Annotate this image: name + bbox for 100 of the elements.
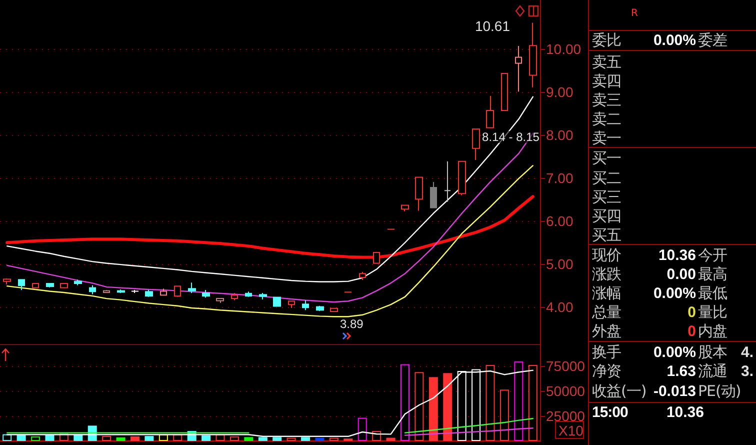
text: 卖二 — [592, 110, 621, 129]
annotation: 10.61 — [474, 18, 510, 34]
candlestick — [472, 128, 480, 161]
text: 买一 — [592, 149, 621, 168]
annotation: 3.89 — [340, 316, 364, 331]
candlestick — [18, 279, 25, 290]
candlestick — [231, 292, 238, 301]
candlestick — [529, 22, 537, 88]
text: 0 — [688, 303, 696, 322]
text: 0.00 — [666, 265, 696, 284]
bar — [286, 438, 296, 441]
text: 买三 — [592, 188, 621, 207]
text: 15:00 — [592, 403, 628, 422]
text: -0.013 — [653, 382, 696, 401]
candlestick — [60, 282, 68, 288]
candlestick — [415, 176, 423, 212]
text: 卖五 — [592, 53, 621, 72]
y-tick-label: 4.00 — [546, 299, 574, 316]
candlestick — [174, 286, 181, 298]
candlestick — [273, 296, 281, 307]
bar — [400, 364, 410, 441]
candlestick — [131, 289, 139, 294]
text: 股本 — [698, 343, 727, 362]
bar — [272, 437, 282, 441]
line-series — [6, 165, 534, 318]
line-series — [6, 370, 534, 437]
bar — [414, 372, 424, 441]
bar — [329, 438, 338, 441]
text: 0 — [688, 322, 696, 341]
text: 卖三 — [592, 91, 621, 110]
text: 内盘 — [698, 322, 727, 341]
text: 4. — [741, 343, 754, 362]
text: 总量 — [592, 303, 621, 322]
candlestick — [188, 282, 196, 294]
candlestick — [444, 160, 451, 202]
candlestick — [401, 204, 409, 212]
bar — [2, 434, 12, 441]
candlestick — [430, 181, 437, 208]
bar — [202, 435, 211, 441]
bar — [102, 436, 112, 441]
text: 1.63 — [666, 362, 696, 381]
candlestick — [145, 289, 153, 298]
text: 委差 — [698, 31, 727, 50]
candlestick — [46, 282, 54, 288]
candlestick — [373, 252, 380, 264]
candlestick — [103, 289, 110, 294]
bar — [158, 434, 168, 441]
text: 流通 — [698, 362, 727, 381]
bar — [500, 390, 509, 441]
bar — [443, 373, 452, 441]
candlestick — [330, 308, 338, 312]
text: 10.36 — [658, 246, 696, 265]
bar — [244, 437, 254, 441]
y-tick-label: 6.00 — [546, 213, 574, 230]
candlestick — [32, 282, 39, 289]
text: 0.00% — [653, 284, 696, 303]
text: 买五 — [592, 226, 621, 245]
text: 最低 — [698, 284, 727, 303]
text: 量比 — [698, 303, 727, 322]
text: 卖四 — [592, 72, 621, 91]
candlestick — [216, 298, 224, 304]
candlestick — [259, 292, 267, 300]
candlestick — [486, 95, 494, 128]
text: 0.00% — [653, 31, 696, 50]
text: 涨幅 — [592, 284, 621, 303]
bar — [358, 418, 367, 441]
text: 买二 — [592, 169, 621, 188]
annotation: 8.14 - 8.15 — [482, 130, 540, 144]
text: 委比 — [592, 31, 621, 50]
text: 涨跌 — [592, 265, 621, 284]
bar — [216, 434, 225, 441]
text: 3. — [741, 362, 754, 381]
candlestick — [89, 284, 96, 295]
bar — [386, 438, 396, 441]
candlestick — [245, 291, 252, 298]
bar — [528, 365, 538, 441]
y-tick-label: 75000 — [546, 358, 586, 374]
text: 现价 — [592, 246, 621, 265]
text: R — [631, 7, 638, 21]
bar — [428, 377, 438, 441]
candlestick — [74, 279, 82, 286]
candlestick — [202, 289, 210, 298]
candlestick — [458, 160, 466, 196]
bar — [144, 436, 154, 441]
text: 今开 — [698, 246, 727, 265]
candlestick — [316, 305, 324, 312]
y-tick-label: 25000 — [546, 408, 586, 424]
bar — [301, 437, 310, 441]
bar — [230, 436, 239, 441]
bar — [31, 436, 40, 441]
line-series — [404, 428, 534, 436]
bar — [315, 438, 324, 441]
bar — [130, 436, 140, 441]
y-tick-label: 50000 — [546, 383, 586, 399]
y-tick-label: 8.00 — [546, 127, 574, 144]
candlestick — [288, 300, 295, 309]
bar — [173, 434, 182, 441]
y-tick-label: 5.00 — [546, 256, 574, 272]
text: 最高 — [698, 265, 727, 284]
text: 卖一 — [592, 129, 621, 148]
